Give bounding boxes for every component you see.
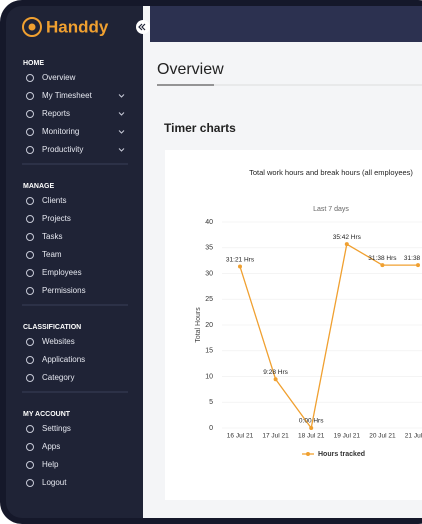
- y-axis-label: Total Hours: [195, 307, 202, 343]
- menu-icon: [26, 197, 34, 205]
- y-tick-label: 10: [205, 373, 213, 380]
- data-label: 9:28 Hrs: [263, 369, 288, 376]
- logo-icon: [22, 17, 42, 37]
- menu-icon: [26, 110, 34, 118]
- menu-icon: [26, 479, 34, 487]
- data-point: [238, 264, 242, 269]
- menu-icon: [26, 92, 34, 100]
- menu-icon: [26, 74, 34, 82]
- data-label: 0:00 Hrs: [299, 418, 324, 425]
- data-label: 31:21 Hrs: [226, 256, 255, 263]
- legend-dot: [306, 452, 310, 456]
- menu-item[interactable]: Tasks: [42, 232, 62, 241]
- menu-item[interactable]: Employees: [42, 268, 82, 277]
- menu-chevron: [118, 148, 125, 152]
- sidebar-heading: MANAGE: [23, 183, 54, 190]
- menu-icon: [26, 269, 34, 277]
- logo-dot: [28, 23, 36, 31]
- menu-icon: [26, 146, 34, 154]
- y-tick-label: 40: [205, 219, 213, 226]
- menu-item[interactable]: Apps: [42, 442, 60, 451]
- data-point: [309, 426, 314, 430]
- data-point: [344, 242, 349, 247]
- page-title: Overview: [157, 61, 224, 78]
- collapse-icon: [138, 23, 146, 31]
- top-bar: [150, 6, 422, 42]
- series-line: [239, 243, 418, 430]
- legend-label: Hours tracked: [318, 451, 365, 458]
- menu-item[interactable]: Logout: [42, 478, 67, 487]
- y-tick-label: 15: [205, 348, 213, 355]
- y-tick-label: 35: [205, 245, 213, 252]
- menu-icon: [26, 215, 34, 223]
- menu-item[interactable]: Clients: [42, 196, 66, 205]
- y-tick-label: 0: [209, 425, 213, 432]
- x-tick-label: 18 Jul 21: [298, 433, 325, 440]
- data-label: 31:38 Hrs: [368, 255, 397, 262]
- menu-item[interactable]: Team: [42, 250, 62, 259]
- menu-icon: [26, 128, 34, 136]
- y-tick-label: 25: [205, 296, 213, 303]
- menu-icon: [26, 443, 34, 451]
- menu-item[interactable]: Productivity: [42, 145, 83, 154]
- collapse-button[interactable]: [136, 20, 150, 34]
- y-tick-label: 20: [205, 322, 213, 329]
- menu-item[interactable]: Settings: [42, 424, 71, 433]
- menu-chevron: [118, 94, 125, 98]
- menu-item[interactable]: Projects: [42, 214, 71, 223]
- menu-icon: [26, 287, 34, 295]
- sidebar-heading: HOME: [23, 60, 44, 67]
- data-label: 31:38 Hrs: [404, 255, 422, 262]
- x-tick-label: 21 Jul 21: [405, 433, 422, 440]
- menu-icon: [26, 461, 34, 469]
- x-tick-label: 20 Jul 21: [369, 433, 396, 440]
- y-tick-label: 5: [209, 399, 213, 406]
- menu-chevron: [118, 112, 125, 116]
- y-tick-label: 30: [205, 270, 213, 277]
- menu-item[interactable]: Overview: [42, 73, 76, 82]
- data-point: [380, 263, 385, 268]
- menu-item[interactable]: Category: [42, 373, 74, 382]
- menu-icon: [26, 356, 34, 364]
- menu-chevron: [118, 130, 125, 134]
- menu-icon: [26, 233, 34, 241]
- menu-item[interactable]: Applications: [42, 355, 85, 364]
- menu-icon: [26, 338, 34, 346]
- sidebar-heading: CLASSIFICATION: [23, 324, 81, 331]
- menu-item[interactable]: Help: [42, 460, 59, 469]
- menu-icon: [26, 374, 34, 382]
- x-tick-label: 19 Jul 21: [334, 433, 361, 440]
- menu-item[interactable]: My Timesheet: [42, 91, 93, 100]
- menu-item[interactable]: Reports: [42, 109, 70, 118]
- data-point: [273, 377, 278, 382]
- menu-item[interactable]: Monitoring: [42, 127, 79, 136]
- menu-icon: [26, 251, 34, 259]
- x-tick-label: 17 Jul 21: [262, 433, 289, 440]
- menu-item[interactable]: Websites: [42, 337, 75, 346]
- sidebar-heading: MY ACCOUNT: [23, 411, 71, 418]
- menu-icon: [26, 425, 34, 433]
- chart-title: Total work hours and break hours (all em…: [249, 168, 413, 177]
- x-tick-label: 16 Jul 21: [227, 433, 254, 440]
- data-label: 35:42 Hrs: [333, 234, 362, 241]
- section-title: Timer charts: [164, 121, 236, 135]
- data-point: [416, 263, 420, 268]
- brand: Handdy: [46, 17, 109, 36]
- menu-item[interactable]: Permissions: [42, 286, 86, 295]
- chart-subtitle: Last 7 days: [313, 206, 349, 213]
